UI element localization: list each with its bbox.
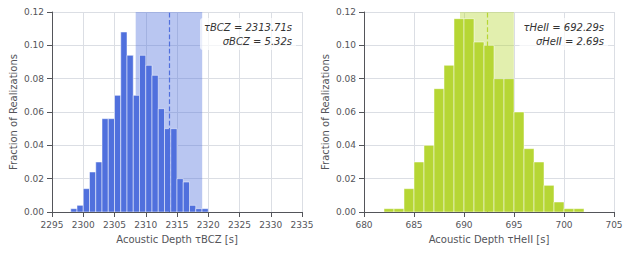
- svg-text:705: 705: [605, 220, 622, 230]
- svg-text:σBCZ = 5.32s: σBCZ = 5.32s: [223, 36, 292, 47]
- svg-text:2295: 2295: [41, 220, 64, 230]
- svg-text:2320: 2320: [197, 220, 220, 230]
- svg-text:0.10: 0.10: [336, 40, 356, 50]
- svg-text:695: 695: [505, 220, 522, 230]
- svg-text:680: 680: [355, 220, 372, 230]
- svg-text:Fraction of Realizations: Fraction of Realizations: [8, 54, 19, 170]
- svg-text:Fraction of Realizations: Fraction of Realizations: [320, 54, 331, 170]
- svg-text:0.12: 0.12: [336, 7, 356, 17]
- svg-text:0.12: 0.12: [24, 7, 44, 17]
- svg-text:0.10: 0.10: [24, 40, 44, 50]
- svg-text:Acoustic Depth τBCZ [s]: Acoustic Depth τBCZ [s]: [116, 234, 238, 245]
- svg-text:0.06: 0.06: [336, 107, 356, 117]
- svg-text:0.08: 0.08: [24, 74, 44, 84]
- svg-text:700: 700: [555, 220, 572, 230]
- svg-text:2315: 2315: [166, 220, 189, 230]
- svg-text:2325: 2325: [228, 220, 251, 230]
- svg-text:0.00: 0.00: [24, 207, 44, 217]
- svg-text:0.02: 0.02: [24, 174, 44, 184]
- svg-text:690: 690: [455, 220, 472, 230]
- svg-text:0.08: 0.08: [336, 74, 356, 84]
- svg-text:685: 685: [405, 220, 422, 230]
- svg-text:0.04: 0.04: [336, 140, 356, 150]
- svg-text:2330: 2330: [259, 220, 282, 230]
- svg-text:0.02: 0.02: [336, 174, 356, 184]
- svg-text:Acoustic Depth τHeII [s]: Acoustic Depth τHeII [s]: [429, 234, 550, 245]
- svg-text:0.00: 0.00: [336, 207, 356, 217]
- svg-text:σHeII = 2.69s: σHeII = 2.69s: [536, 36, 604, 47]
- svg-text:2305: 2305: [103, 220, 126, 230]
- svg-text:2300: 2300: [72, 220, 95, 230]
- svg-text:2310: 2310: [134, 220, 157, 230]
- svg-text:0.06: 0.06: [24, 107, 44, 117]
- svg-text:0.04: 0.04: [24, 140, 44, 150]
- svg-text:2335: 2335: [291, 220, 314, 230]
- svg-text:τBCZ = 2313.71s: τBCZ = 2313.71s: [204, 22, 292, 33]
- svg-text:τHeII = 692.29s: τHeII = 692.29s: [523, 22, 604, 33]
